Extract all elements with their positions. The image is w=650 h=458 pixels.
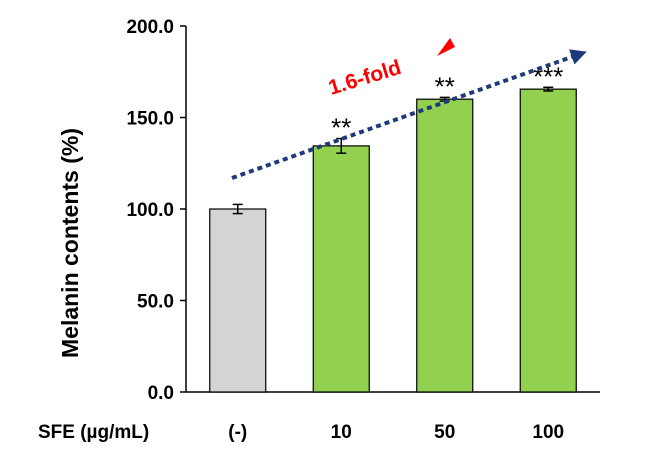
x-tick-label: 10 bbox=[331, 422, 352, 443]
bar bbox=[312, 145, 370, 393]
x-tick-label: (-) bbox=[228, 422, 247, 443]
y-tick-label: 100.0 bbox=[126, 200, 174, 221]
significance-label: ** bbox=[435, 71, 455, 101]
y-tick-label: 0.0 bbox=[148, 383, 174, 404]
significance-label: ** bbox=[331, 113, 351, 143]
y-axis-title: Melanin contents (%) bbox=[57, 128, 83, 358]
bar bbox=[209, 208, 267, 393]
fold-change-label: 1.6-fold bbox=[326, 56, 404, 100]
y-tick-label: 200.0 bbox=[126, 17, 174, 38]
fold-arrow-icon bbox=[437, 38, 455, 56]
y-tick-label: 150.0 bbox=[126, 109, 174, 130]
x-tick-label: 100 bbox=[532, 422, 564, 443]
y-tick-label: 50.0 bbox=[137, 292, 174, 313]
trend-arrow bbox=[231, 49, 587, 180]
bar bbox=[519, 88, 577, 393]
x-tick-label: 50 bbox=[434, 422, 455, 443]
x-axis-title: SFE (µg/mL) bbox=[38, 422, 149, 443]
bar bbox=[416, 98, 474, 393]
